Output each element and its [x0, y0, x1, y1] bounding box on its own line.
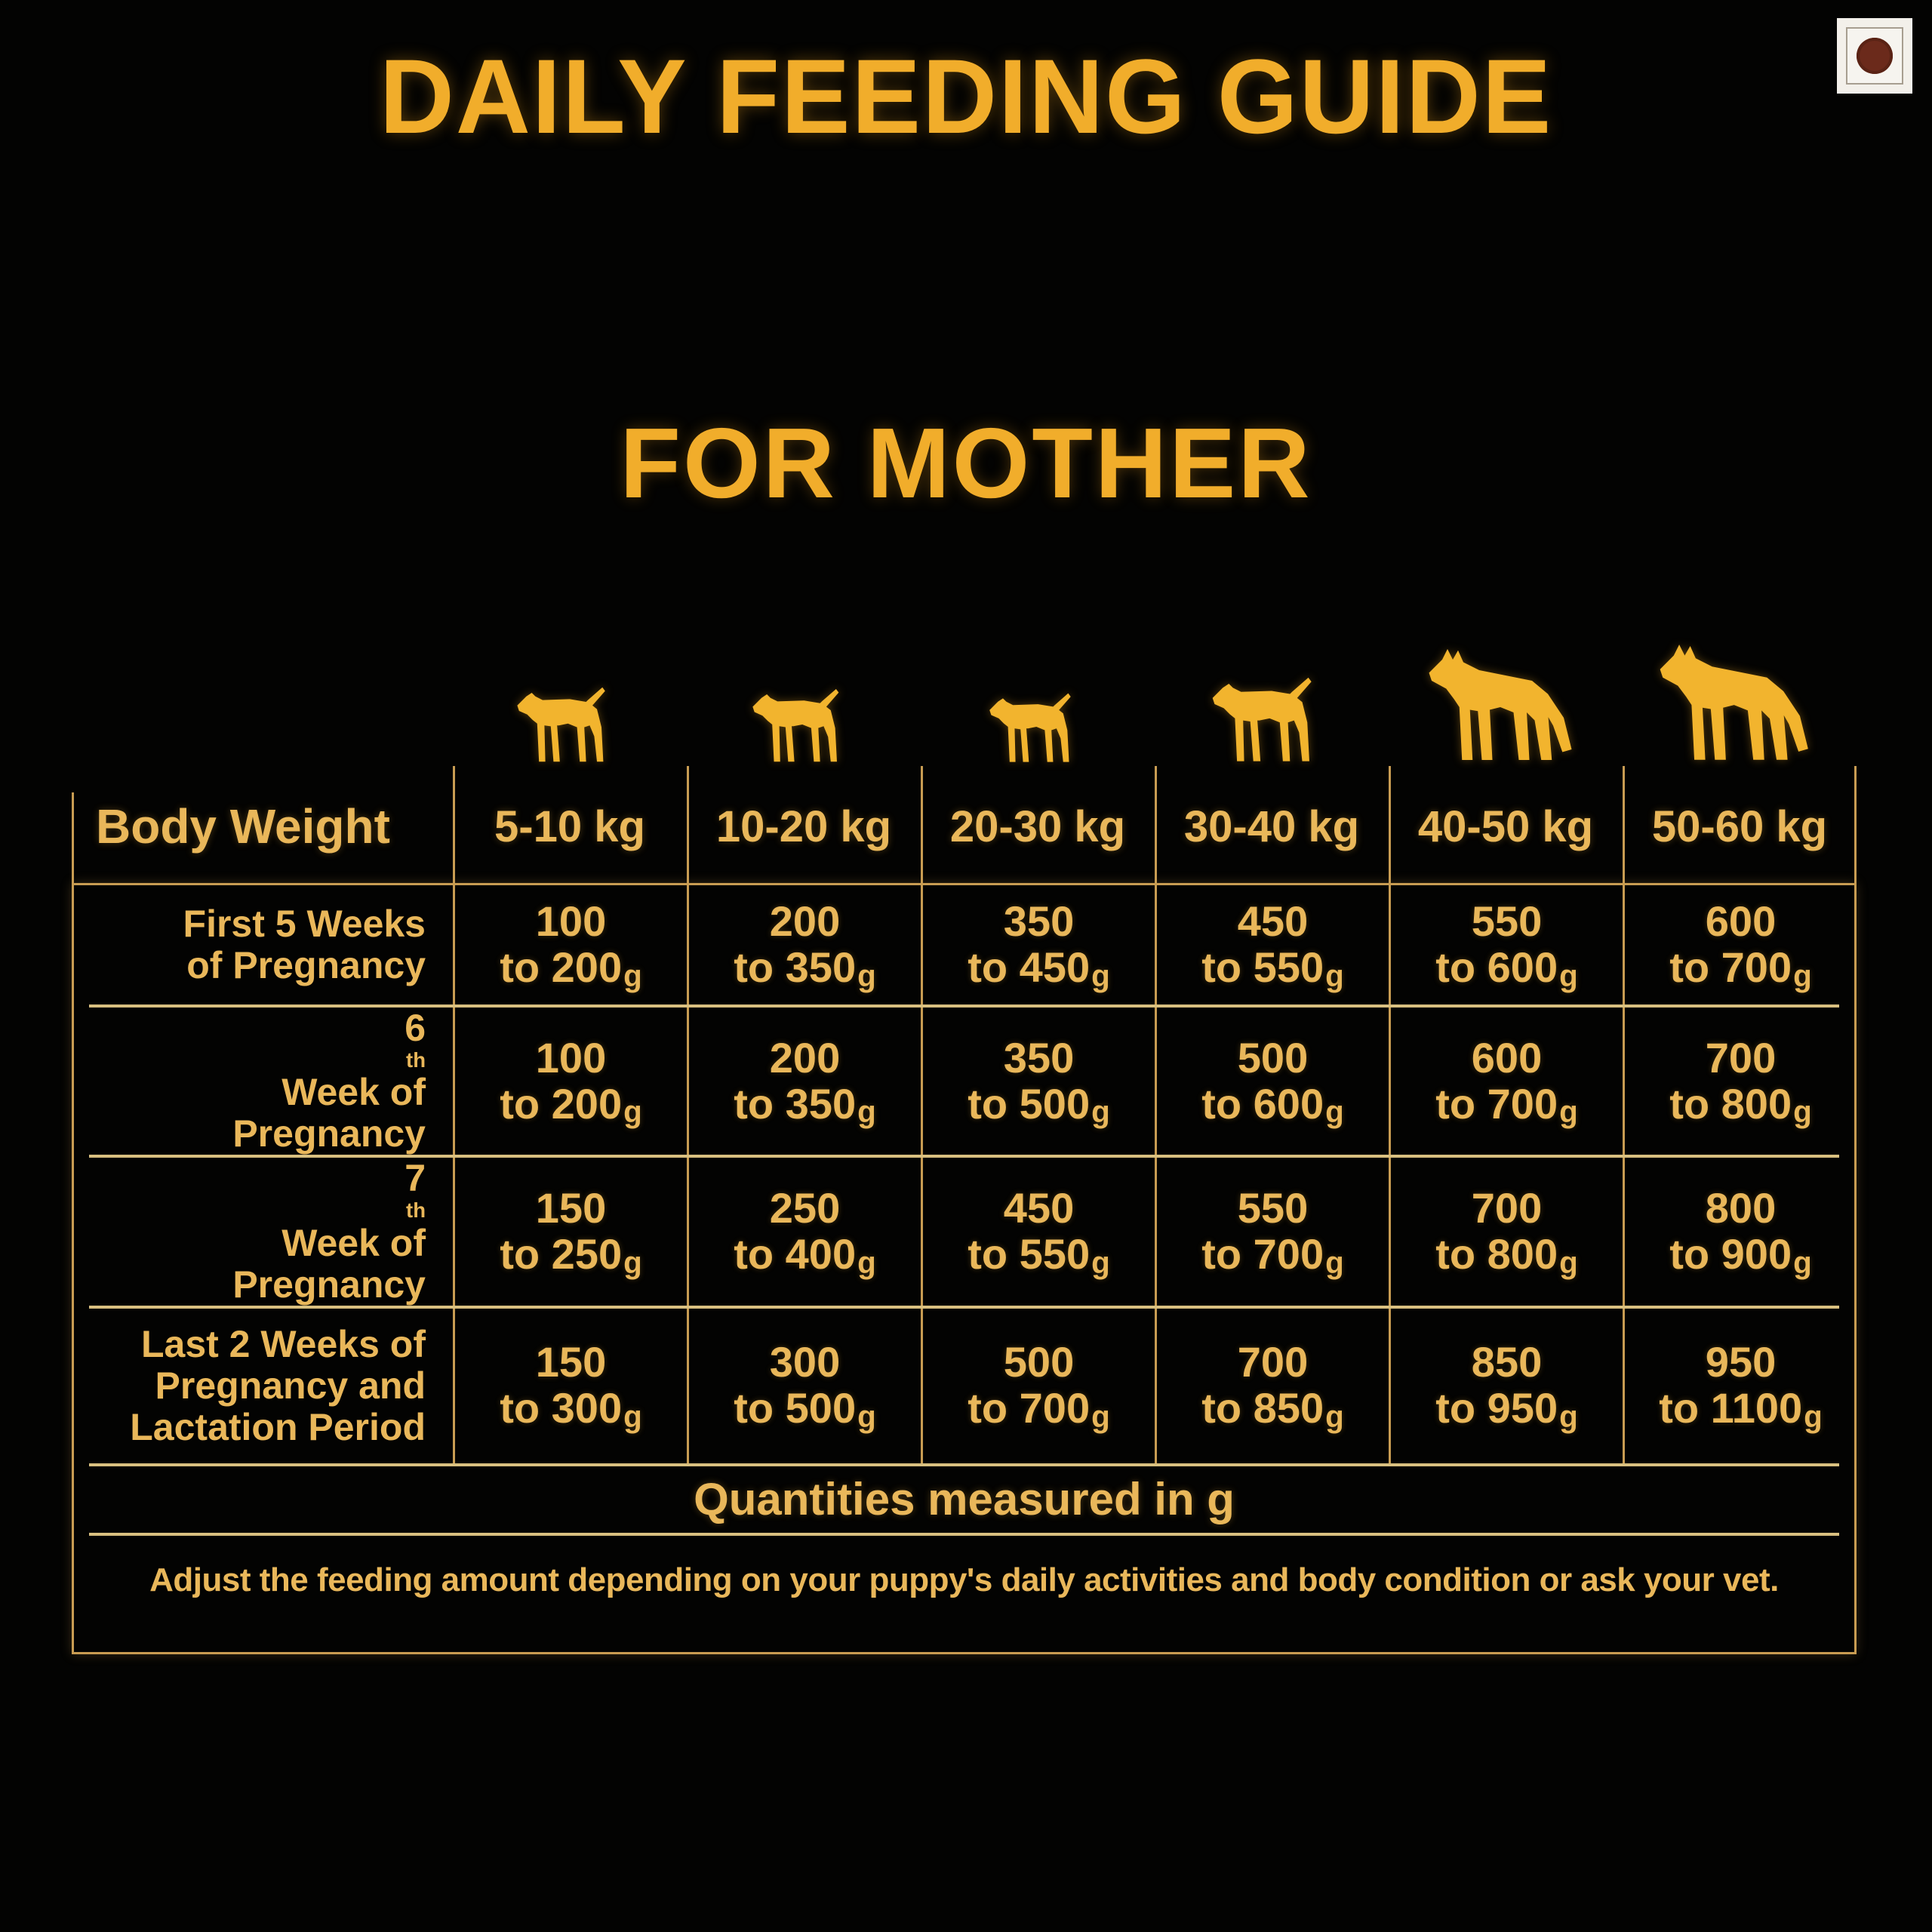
- feeding-amount-cell: 550 to 600g: [1389, 885, 1623, 1004]
- feeding-amount-cell: 500 to 700g: [921, 1308, 1155, 1463]
- feeding-amount-cell: 950 to 1100g: [1623, 1308, 1857, 1463]
- weight-range-label: 30-40 kg: [1183, 801, 1360, 851]
- weight-column-header: 40-50 kg: [1389, 626, 1623, 883]
- row-divider: [89, 1004, 1839, 1008]
- weight-column-header: 20-30 kg: [921, 626, 1155, 883]
- weight-column-header: 50-60 kg: [1623, 626, 1857, 883]
- weight-column-header: 10-20 kg: [687, 626, 921, 883]
- weight-range-label: 40-50 kg: [1417, 801, 1594, 851]
- header-column-divider: [1389, 766, 1391, 883]
- table-row: First 5 Weeks of Pregnancy 100 to 200g 200 to…: [74, 885, 1854, 1004]
- feeding-amount-cell: 350 to 500g: [921, 1008, 1155, 1155]
- row-stage-label: First 5 Weeks of Pregnancy: [183, 903, 426, 986]
- non-veg-icon-dot: [1857, 38, 1893, 74]
- row-stage-label: Last 2 Weeks of Pregnancy and Lactation Pe…: [130, 1322, 426, 1448]
- header-column-divider: [921, 766, 923, 883]
- weight-range-label: 10-20 kg: [715, 801, 892, 851]
- feeding-amount-cell: 150 to 250g: [453, 1158, 687, 1306]
- disclaimer-text: Adjust the feeding amount depending on y…: [149, 1561, 1779, 1598]
- header-column-divider: [1854, 766, 1857, 883]
- weight-range-label: 5-10 kg: [494, 801, 645, 851]
- feeding-amount-cell: 100 to 200g: [453, 885, 687, 1004]
- feeding-amount-cell: 600 to 700g: [1389, 1008, 1623, 1155]
- non-veg-icon: [1837, 18, 1912, 94]
- feeding-amount-cell: 100 to 200g: [453, 1008, 687, 1155]
- non-veg-icon-frame: [1846, 27, 1903, 85]
- header-column-divider: [1155, 766, 1157, 883]
- header-column-divider: [1623, 766, 1625, 883]
- feeding-amount-cell: 150 to 300g: [453, 1308, 687, 1463]
- feeding-amount-cell: 500 to 600g: [1155, 1008, 1389, 1155]
- table-row: Last 2 Weeks of Pregnancy and Lactation Pe…: [74, 1308, 1857, 1463]
- feeding-amount-cell: 200 to 350g: [687, 1008, 921, 1155]
- feeding-amount-cell: 350 to 450g: [921, 885, 1155, 1004]
- feeding-amount-cell: 700 to 800g: [1389, 1158, 1623, 1306]
- feeding-amount-cell: 700 to 800g: [1623, 1008, 1857, 1155]
- collie-dog-icon: [989, 693, 1071, 762]
- weight-column-header: 30-40 kg: [1155, 626, 1389, 883]
- page-title: DAILY FEEDING GUIDE: [379, 37, 1553, 155]
- weight-column-header: 5-10 kg: [453, 626, 687, 883]
- header-column-divider: [687, 766, 689, 883]
- row-divider: [89, 1532, 1839, 1536]
- feeding-table: First 5 Weeks of Pregnancy 100 to 200g 200 to…: [72, 883, 1857, 1654]
- small-dog-icon: [517, 687, 605, 762]
- feeding-amount-cell: 450 to 550g: [1155, 885, 1389, 1004]
- shepherd-dog-icon: [1429, 649, 1572, 760]
- feeding-amount-cell: 700 to 850g: [1155, 1308, 1389, 1463]
- medium-dog-icon: [752, 688, 838, 762]
- feeding-amount-cell: 850 to 950g: [1389, 1308, 1623, 1463]
- feeding-amount-cell: 800 to 900g: [1623, 1158, 1857, 1306]
- feeding-amount-cell: 450 to 550g: [921, 1158, 1155, 1306]
- body-weight-label: Body Weight: [96, 799, 390, 854]
- table-header-row: Body Weight 5-10 kg 10-20 kg 20-30 kg 30-40…: [72, 626, 1857, 883]
- row-divider: [89, 1463, 1839, 1466]
- feeding-guide: Body Weight 5-10 kg 10-20 kg 20-30 kg 30-40…: [72, 626, 1857, 1654]
- weight-range-label: 50-60 kg: [1651, 801, 1828, 851]
- feeding-amount-cell: 250 to 400g: [687, 1158, 921, 1306]
- header-column-divider: [453, 766, 455, 883]
- feeding-amount-cell: 600 to 700g: [1623, 885, 1857, 1004]
- row-divider: [89, 1305, 1839, 1309]
- feeding-amount-cell: 200 to 350g: [687, 885, 921, 1004]
- row-divider: [89, 1155, 1839, 1158]
- weight-range-label: 20-30 kg: [949, 801, 1126, 851]
- retriever-dog-icon: [1660, 645, 1808, 760]
- units-note: Quantities measured in g: [694, 1474, 1235, 1524]
- section-subtitle: FOR MOTHER: [620, 408, 1312, 518]
- feeding-amount-cell: 550 to 700g: [1155, 1158, 1389, 1306]
- header-column-divider: [72, 792, 74, 883]
- feeding-amount-cell: 300 to 500g: [687, 1308, 921, 1463]
- setter-dog-icon: [1212, 677, 1312, 761]
